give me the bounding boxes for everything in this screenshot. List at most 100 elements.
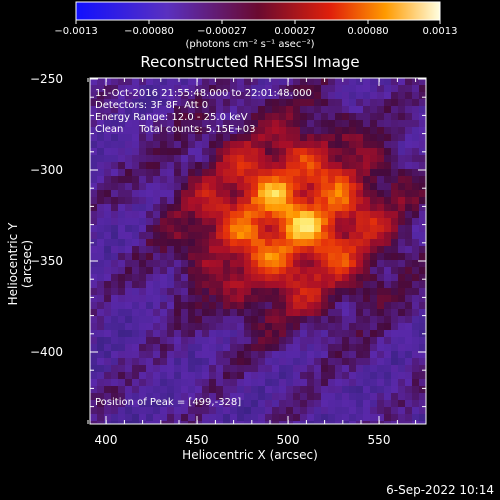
image-pixel <box>293 281 300 288</box>
image-pixel <box>195 330 202 337</box>
image-pixel <box>328 288 335 295</box>
image-pixel <box>328 141 335 148</box>
image-pixel <box>216 365 223 372</box>
image-pixel <box>237 316 244 323</box>
image-pixel <box>209 120 216 127</box>
image-pixel <box>202 400 209 407</box>
image-pixel <box>139 330 146 337</box>
image-pixel <box>391 400 398 407</box>
image-pixel <box>300 309 307 316</box>
image-pixel <box>398 148 405 155</box>
image-pixel <box>188 99 195 106</box>
image-pixel <box>230 99 237 106</box>
image-pixel <box>370 379 377 386</box>
image-pixel <box>412 141 419 148</box>
image-pixel <box>153 295 160 302</box>
image-pixel <box>321 295 328 302</box>
image-pixel <box>307 267 314 274</box>
image-pixel <box>223 239 230 246</box>
image-pixel <box>132 239 139 246</box>
image-pixel <box>167 148 174 155</box>
image-pixel <box>174 239 181 246</box>
image-pixel <box>160 267 167 274</box>
image-pixel <box>97 232 104 239</box>
image-pixel <box>251 330 258 337</box>
image-pixel <box>167 211 174 218</box>
image-pixel <box>97 176 104 183</box>
image-pixel <box>181 204 188 211</box>
image-pixel <box>335 183 342 190</box>
image-pixel <box>300 239 307 246</box>
image-pixel <box>111 253 118 260</box>
image-pixel <box>244 106 251 113</box>
image-pixel <box>300 393 307 400</box>
image-pixel <box>356 386 363 393</box>
image-pixel <box>335 120 342 127</box>
image-pixel <box>167 92 174 99</box>
image-pixel <box>384 78 391 85</box>
image-pixel <box>139 155 146 162</box>
image-pixel <box>265 155 272 162</box>
image-pixel <box>300 288 307 295</box>
image-pixel <box>202 295 209 302</box>
image-pixel <box>405 260 412 267</box>
image-pixel <box>195 414 202 421</box>
image-pixel <box>125 162 132 169</box>
image-pixel <box>195 162 202 169</box>
image-pixel <box>405 155 412 162</box>
image-pixel <box>244 407 251 414</box>
image-pixel <box>300 281 307 288</box>
image-pixel <box>328 407 335 414</box>
image-pixel <box>328 400 335 407</box>
image-pixel <box>174 148 181 155</box>
image-pixel <box>146 169 153 176</box>
image-pixel <box>181 281 188 288</box>
image-pixel <box>349 288 356 295</box>
image-pixel <box>356 155 363 162</box>
image-pixel <box>195 169 202 176</box>
image-pixel <box>251 379 258 386</box>
image-pixel <box>286 218 293 225</box>
image-pixel <box>391 239 398 246</box>
image-pixel <box>412 218 419 225</box>
image-pixel <box>209 351 216 358</box>
image-pixel <box>146 99 153 106</box>
image-pixel <box>314 120 321 127</box>
image-pixel <box>398 281 405 288</box>
image-pixel <box>272 78 279 85</box>
image-pixel <box>188 211 195 218</box>
image-pixel <box>181 316 188 323</box>
image-pixel <box>419 176 426 183</box>
image-pixel <box>104 337 111 344</box>
image-pixel <box>328 421 335 424</box>
image-pixel <box>258 414 265 421</box>
image-pixel <box>139 141 146 148</box>
image-pixel <box>244 176 251 183</box>
image-pixel <box>307 337 314 344</box>
image-pixel <box>412 407 419 414</box>
image-pixel <box>286 99 293 106</box>
image-pixel <box>412 246 419 253</box>
image-pixel <box>244 358 251 365</box>
image-pixel <box>125 267 132 274</box>
image-pixel <box>370 316 377 323</box>
image-pixel <box>363 232 370 239</box>
image-pixel <box>188 344 195 351</box>
image-pixel <box>314 169 321 176</box>
image-pixel <box>335 148 342 155</box>
image-pixel <box>377 127 384 134</box>
image-pixel <box>391 260 398 267</box>
image-pixel <box>167 274 174 281</box>
image-pixel <box>349 155 356 162</box>
colorbar-tick-label: 0.00080 <box>347 26 389 37</box>
image-pixel <box>300 113 307 120</box>
image-pixel <box>265 176 272 183</box>
image-pixel <box>125 400 132 407</box>
image-pixel <box>104 365 111 372</box>
image-pixel <box>300 302 307 309</box>
image-pixel <box>419 386 426 393</box>
image-pixel <box>97 386 104 393</box>
image-pixel <box>244 372 251 379</box>
image-pixel <box>139 106 146 113</box>
image-pixel <box>146 127 153 134</box>
